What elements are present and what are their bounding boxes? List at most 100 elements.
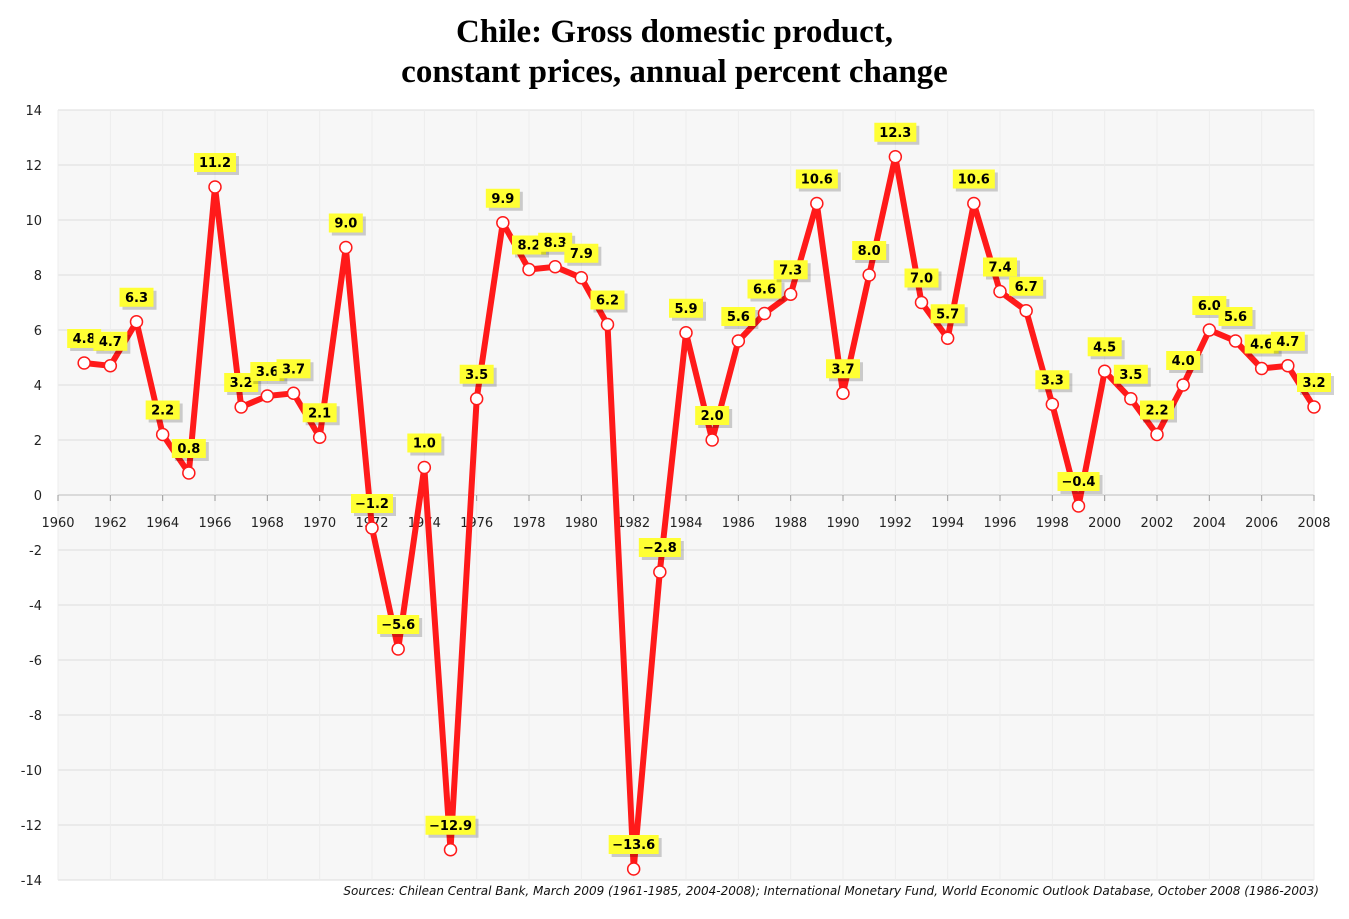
data-point: [312, 430, 327, 444]
data-point: [1228, 334, 1243, 348]
source-note: Sources: Chilean Central Bank, March 200…: [343, 884, 1319, 898]
data-label-box: [538, 232, 573, 252]
data-point: [600, 317, 615, 332]
data-label-box: [590, 290, 625, 310]
data-label: 6.2: [596, 294, 619, 309]
x-tick-label: 2008: [1297, 516, 1330, 531]
data-label: 3.2: [1302, 376, 1325, 391]
data-label: 4.6: [1250, 338, 1273, 353]
data-label-box: [773, 260, 808, 280]
y-tick-label: 12: [25, 159, 42, 174]
data-point: [339, 240, 353, 255]
x-tick-label: 1996: [983, 516, 1016, 531]
data-label-box: [1218, 307, 1253, 326]
data-label: 6.7: [1015, 280, 1038, 295]
y-tick-label: -10: [21, 764, 42, 779]
data-label-box: [930, 304, 965, 324]
data-label-box: [171, 439, 206, 458]
data-label: 10.6: [958, 173, 990, 188]
data-label: 2.2: [151, 404, 174, 419]
data-point: [1045, 397, 1060, 411]
data-point: [182, 466, 196, 480]
data-label-box: [93, 331, 128, 351]
data-label-box: [119, 287, 154, 307]
data-point: [757, 306, 772, 321]
x-tick-label: 1962: [94, 516, 127, 531]
data-label-box: [328, 213, 363, 233]
data-point: [77, 356, 91, 370]
data-label-box: [276, 359, 311, 379]
data-point: [1254, 361, 1269, 376]
data-label-box: [1166, 351, 1201, 370]
data-label-box: [1244, 334, 1279, 354]
data-point: [1176, 378, 1190, 392]
data-point: [208, 180, 222, 194]
data-label-box: [952, 169, 995, 189]
x-tick-label: 1984: [669, 516, 702, 531]
data-label-box: [1035, 370, 1070, 390]
y-tick-label: -6: [29, 654, 42, 669]
data-point: [1097, 364, 1112, 378]
data-label-box: [747, 279, 782, 299]
data-label-box: [145, 400, 180, 420]
data-label: 4.7: [1276, 335, 1299, 350]
data-point: [653, 565, 667, 579]
data-label: 7.9: [570, 247, 593, 262]
data-point: [679, 326, 693, 340]
data-label-box: [852, 241, 887, 260]
x-tick-label: 1986: [722, 516, 755, 531]
data-label: 9.9: [491, 192, 514, 207]
data-label-box: [1192, 296, 1227, 315]
data-label: −5.6: [381, 618, 415, 633]
data-point: [548, 260, 562, 274]
data-point: [888, 150, 903, 164]
data-label-box: [1087, 337, 1122, 357]
data-label-box: [67, 329, 102, 348]
data-label: 3.7: [831, 362, 854, 377]
data-label: 5.9: [674, 302, 697, 317]
data-label-box: [983, 257, 1017, 277]
data-point: [234, 400, 248, 414]
data-point: [940, 331, 955, 345]
data-label-box: [302, 403, 337, 423]
data-label: 4.5: [1093, 340, 1116, 355]
data-point: [469, 392, 484, 406]
data-label: 8.0: [858, 244, 881, 259]
data-label: −1.2: [355, 497, 389, 512]
data-point: [731, 334, 746, 348]
data-label: 8.3: [544, 236, 567, 251]
data-label-box: [1009, 276, 1044, 296]
data-point: [783, 287, 798, 301]
y-tick-label: 6: [34, 324, 42, 339]
data-label: 6.3: [125, 291, 148, 306]
data-label-box: [874, 122, 917, 142]
x-tick-label: 1964: [146, 516, 179, 531]
data-point: [1150, 427, 1164, 442]
data-label: −2.8: [643, 541, 677, 556]
x-tick-label: 1966: [198, 516, 231, 531]
x-tick-label: 1994: [931, 516, 964, 531]
x-tick-label: 2006: [1245, 516, 1278, 531]
chart-title-line-1: Chile: Gross domestic product,: [456, 14, 893, 50]
data-point: [705, 433, 719, 447]
data-label-box: [638, 538, 681, 557]
data-label-box: [1297, 373, 1331, 392]
data-point: [993, 284, 1007, 299]
y-tick-label: 8: [34, 269, 42, 284]
data-label-box: [194, 153, 236, 172]
data-label: 3.6: [256, 365, 279, 380]
data-label: 3.5: [465, 368, 488, 383]
data-label-box: [695, 406, 730, 425]
data-point: [103, 359, 118, 373]
data-point: [365, 521, 379, 535]
data-label: −12.9: [429, 819, 472, 834]
data-label-box: [1113, 364, 1148, 384]
data-label-box: [608, 835, 659, 854]
x-tick-label: 1968: [251, 516, 284, 531]
data-point: [967, 196, 981, 211]
data-label-box: [795, 169, 838, 189]
y-tick-label: 10: [25, 214, 42, 229]
data-point: [810, 196, 824, 211]
data-point: [626, 862, 641, 876]
y-tick-label: -4: [29, 599, 42, 614]
